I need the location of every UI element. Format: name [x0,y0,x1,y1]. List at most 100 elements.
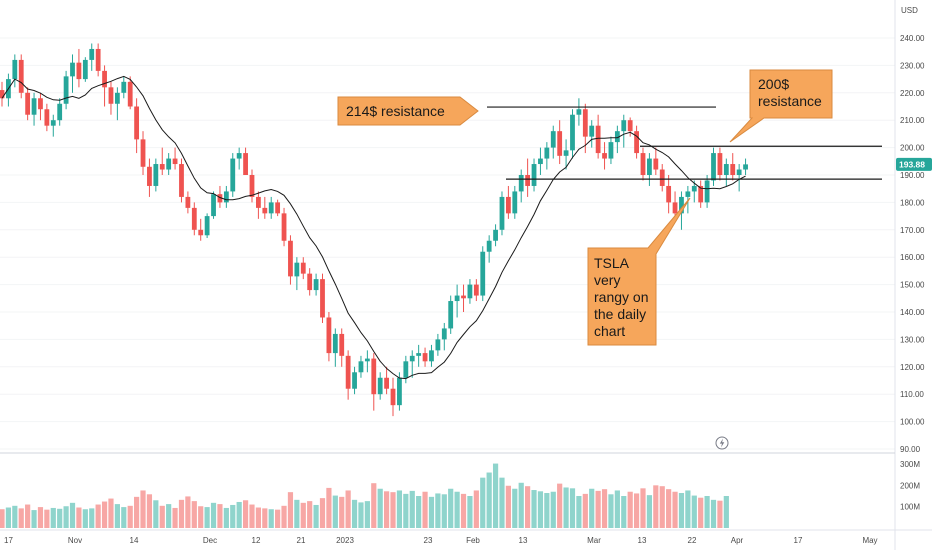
callout-200-resistance: 200$ resistance [729,69,833,143]
volume-bar [185,496,191,528]
candle-body [653,158,659,170]
candle-body [236,153,242,159]
candle [300,257,306,280]
volume-bar [37,507,44,528]
candle-body [563,150,569,156]
volume-axis-ticks: 300M 200M 100M [900,460,920,512]
candle-body [313,279,319,291]
candle [211,191,216,219]
callout-tsla-line-5: chart [594,323,625,339]
candle-body [12,59,18,80]
time-tick-label: 17 [794,536,803,545]
candle [685,185,691,214]
price-tick-label: 140.00 [900,308,925,317]
candle [262,196,268,219]
candle [627,117,633,137]
candle [371,353,377,411]
candle [698,180,704,208]
candle-body [38,98,43,110]
candle [76,48,82,88]
candle-body [0,90,5,99]
candle-body [25,92,31,115]
candle [249,169,255,203]
volume-bar [569,488,576,528]
candle [320,273,325,323]
candle [288,235,293,285]
candle-body [371,358,377,395]
volume-bar [601,489,608,528]
time-tick-label: 13 [519,536,528,545]
volume-bar [223,507,229,528]
candle-body [57,103,63,121]
candle-body [390,388,396,406]
candle-body [736,169,742,175]
candle [102,65,107,107]
candle [326,312,332,362]
candle [493,224,498,247]
volume-bar [666,489,672,528]
candle-body [621,120,627,132]
candle-body [448,301,454,329]
volume-bar [672,491,678,528]
candle [217,185,223,208]
volume-bar [480,477,486,528]
candle-body [743,164,748,170]
volume-bar [608,494,614,528]
price-tick-label: 230.00 [900,61,925,70]
current-price-value: 193.88 [899,159,925,169]
candle [672,191,678,219]
candle [153,158,159,192]
candle [70,54,75,93]
time-tick-label: Feb [466,536,480,545]
price-tick-label: 190.00 [900,171,925,180]
volume-bar [595,490,601,528]
volume-bar [50,507,56,528]
volume-tick-label: 300M [900,460,920,469]
volume-bar [646,495,653,528]
candle-body [409,355,415,362]
volume-bar [319,498,326,528]
volume-bar [499,477,505,528]
volume-bar [691,495,697,528]
candle-body [691,185,697,192]
candle-body [717,153,723,175]
candle [570,109,575,159]
volume-bar [653,485,659,528]
candle [448,295,454,334]
candle-body [614,131,620,143]
candle [95,43,101,77]
volume-tick-label: 200M [900,481,920,490]
candle-body [76,62,82,80]
candle-body [384,377,389,389]
candle-body [345,355,351,389]
volume-bar [69,502,76,528]
volume-bar [416,496,422,528]
volume-bar [268,509,274,528]
volume-bar [326,487,332,528]
volume-bar [409,490,415,528]
callout-tsla-line-2: very [594,272,620,288]
time-tick-label: Mar [587,536,601,545]
volume-bar [249,504,255,528]
volume-bar [627,491,633,528]
candle-body [480,251,486,296]
candle-body [454,295,460,302]
candle [204,213,210,239]
lightning-icon[interactable] [715,436,729,450]
candle-body [172,158,178,165]
candle-body [422,353,428,362]
candle [461,284,466,312]
price-tick-label: 160.00 [900,253,925,262]
candle-body [339,333,345,356]
candle [454,284,460,318]
candle-body [82,59,88,80]
volume-bar [525,486,531,528]
candle [435,333,441,356]
candle [236,147,242,170]
candle [114,87,120,121]
candle [563,139,569,170]
volume-bar [371,483,377,528]
volume-bar [563,487,569,528]
candle-body [647,158,652,175]
candle-body [550,131,556,148]
